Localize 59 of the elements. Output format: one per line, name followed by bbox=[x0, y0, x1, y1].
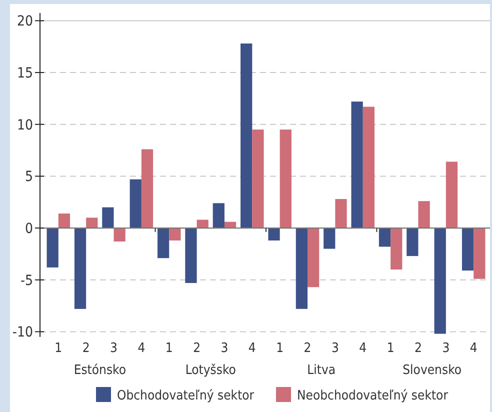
x-tick-label: 2 bbox=[193, 341, 201, 356]
y-tick-label: 5 bbox=[24, 169, 33, 186]
bar bbox=[240, 44, 252, 228]
bar bbox=[46, 228, 58, 268]
bar bbox=[102, 207, 114, 228]
bar bbox=[58, 214, 70, 228]
bar bbox=[462, 228, 474, 271]
x-tick-label: 4 bbox=[470, 341, 478, 356]
y-tick-label: 0 bbox=[24, 220, 33, 237]
y-tick-label: 10 bbox=[16, 117, 33, 134]
x-tick-label: 4 bbox=[138, 341, 146, 356]
x-tick-label: 2 bbox=[304, 341, 312, 356]
x-tick-label: 1 bbox=[165, 341, 173, 356]
bar bbox=[434, 228, 446, 334]
bar bbox=[446, 162, 458, 228]
bar bbox=[474, 228, 486, 279]
x-tick-label: 2 bbox=[82, 341, 90, 356]
bar bbox=[362, 106, 375, 228]
text: Lotyšsko bbox=[185, 363, 236, 378]
bar bbox=[351, 102, 363, 228]
bar bbox=[406, 228, 418, 256]
x-tick-label: 3 bbox=[442, 341, 450, 356]
bar bbox=[296, 228, 308, 309]
x-tick-label: 4 bbox=[359, 341, 367, 356]
bar bbox=[114, 228, 126, 242]
x-tick-label: 3 bbox=[220, 341, 228, 356]
x-tick-label: 1 bbox=[386, 341, 394, 356]
bar bbox=[74, 228, 86, 309]
text: Litva bbox=[307, 363, 336, 378]
legend-label: Obchodovateľný sektor bbox=[117, 388, 254, 404]
bar bbox=[157, 228, 170, 258]
bar bbox=[418, 201, 430, 228]
bar bbox=[308, 228, 320, 288]
x-tick-label: 3 bbox=[331, 341, 339, 356]
bar bbox=[252, 130, 264, 228]
text: Slovensko bbox=[402, 363, 462, 378]
y-tick-label: 20 bbox=[16, 14, 33, 30]
bar bbox=[185, 228, 197, 283]
bar bbox=[324, 228, 336, 249]
bar bbox=[268, 228, 280, 240]
x-tick-label: 3 bbox=[110, 341, 118, 356]
text: Estónsko bbox=[74, 363, 126, 378]
bar bbox=[378, 228, 391, 247]
bar bbox=[130, 179, 142, 228]
bar bbox=[141, 149, 154, 228]
legend-label: Neobchodovateľný sektor bbox=[297, 388, 448, 404]
y-tick-label: -10 bbox=[12, 324, 33, 341]
x-tick-label: 4 bbox=[248, 341, 256, 356]
x-tick-label: 1 bbox=[276, 341, 284, 356]
bar bbox=[212, 203, 224, 228]
bar bbox=[86, 218, 98, 228]
x-tick-label: 1 bbox=[54, 341, 62, 356]
bar bbox=[169, 228, 181, 240]
y-tick-label: -5 bbox=[20, 272, 33, 289]
x-tick-label: 2 bbox=[414, 341, 422, 356]
bar bbox=[390, 228, 402, 270]
bar bbox=[280, 130, 292, 228]
bar bbox=[335, 199, 347, 228]
y-tick-label: 15 bbox=[16, 65, 33, 82]
